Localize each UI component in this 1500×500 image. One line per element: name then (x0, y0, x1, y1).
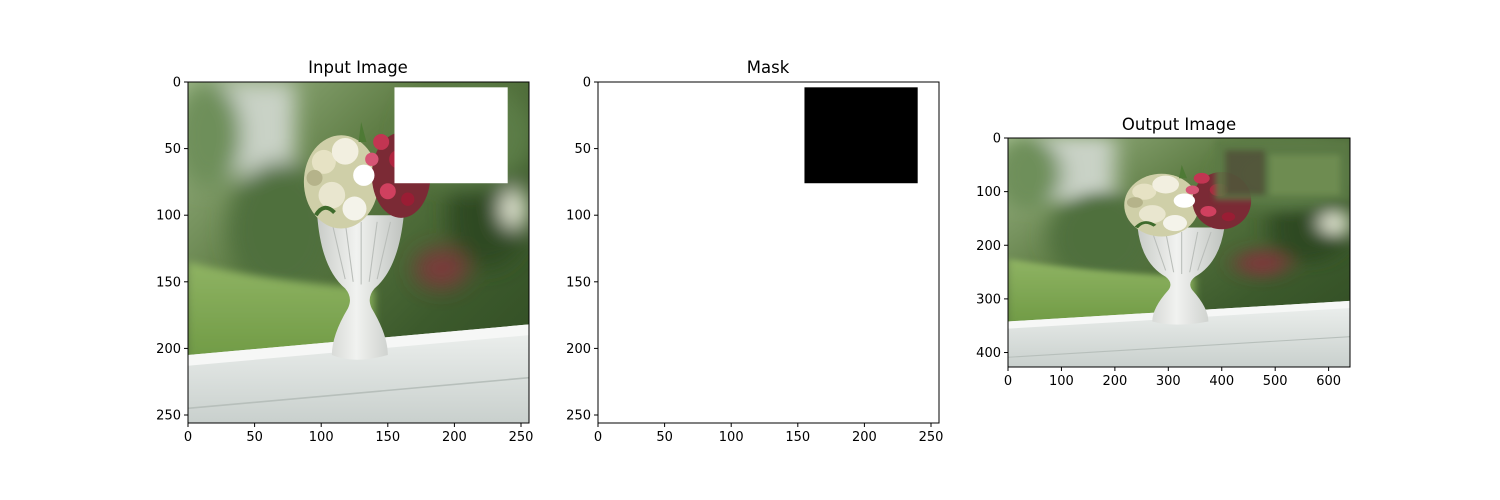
y-tick-label: 200 (156, 342, 181, 357)
y-tick-label: 50 (164, 142, 181, 157)
axes-frame (597, 81, 940, 424)
x-tick-label: 250 (509, 430, 534, 445)
y-tick-label: 0 (173, 76, 181, 91)
x-tick-label: 150 (785, 430, 810, 445)
x-tick-label: 200 (1102, 374, 1127, 389)
x-tick-label: 250 (919, 430, 944, 445)
x-tick-label: 300 (1156, 374, 1181, 389)
y-tick-label: 0 (583, 76, 591, 91)
y-tick-label: 0 (993, 132, 1001, 147)
y-tick-label: 200 (566, 342, 591, 357)
panel-title: Mask (747, 58, 790, 77)
x-tick-label: 50 (656, 430, 673, 445)
y-tick-label: 150 (566, 275, 591, 290)
x-tick-label: 500 (1263, 374, 1288, 389)
x-tick-label: 50 (246, 430, 263, 445)
x-tick-label: 200 (852, 430, 877, 445)
axes-frame (1007, 137, 1351, 368)
mask-region (804, 87, 918, 184)
y-tick-label: 300 (976, 292, 1001, 307)
y-tick-label: 50 (574, 142, 591, 157)
axes-frame (187, 81, 530, 424)
y-tick-label: 250 (156, 409, 181, 424)
y-tick-label: 150 (156, 275, 181, 290)
panel-input-image: Input Image 0 50 100 150 200 2500501001502002… (156, 58, 533, 446)
x-tick-label: 0 (184, 430, 192, 445)
y-tick-label: 100 (976, 185, 1001, 200)
axes-ticks: 0 100 200 300 400 500 600 0 100 200 300 400 (976, 132, 1341, 390)
x-tick-label: 0 (594, 430, 602, 445)
y-tick-label: 100 (156, 209, 181, 224)
masked-region (394, 87, 508, 184)
panel-title: Input Image (308, 58, 408, 77)
x-tick-label: 100 (719, 430, 744, 445)
x-tick-label: 200 (442, 430, 467, 445)
panel-title: Output Image (1122, 115, 1236, 134)
output-photo (995, 138, 1350, 367)
x-tick-label: 600 (1316, 374, 1341, 389)
x-tick-label: 100 (309, 430, 334, 445)
x-tick-label: 400 (1209, 374, 1234, 389)
y-tick-label: 400 (976, 346, 1001, 361)
panel-output-image: Output Image 0 100 200 300 400 500 600 0 100 200 3… (976, 115, 1351, 390)
x-tick-label: 100 (1049, 374, 1074, 389)
y-tick-label: 100 (566, 209, 591, 224)
x-tick-label: 0 (1004, 374, 1012, 389)
x-tick-label: 150 (375, 430, 400, 445)
y-tick-label: 250 (566, 409, 591, 424)
y-tick-label: 200 (976, 239, 1001, 254)
